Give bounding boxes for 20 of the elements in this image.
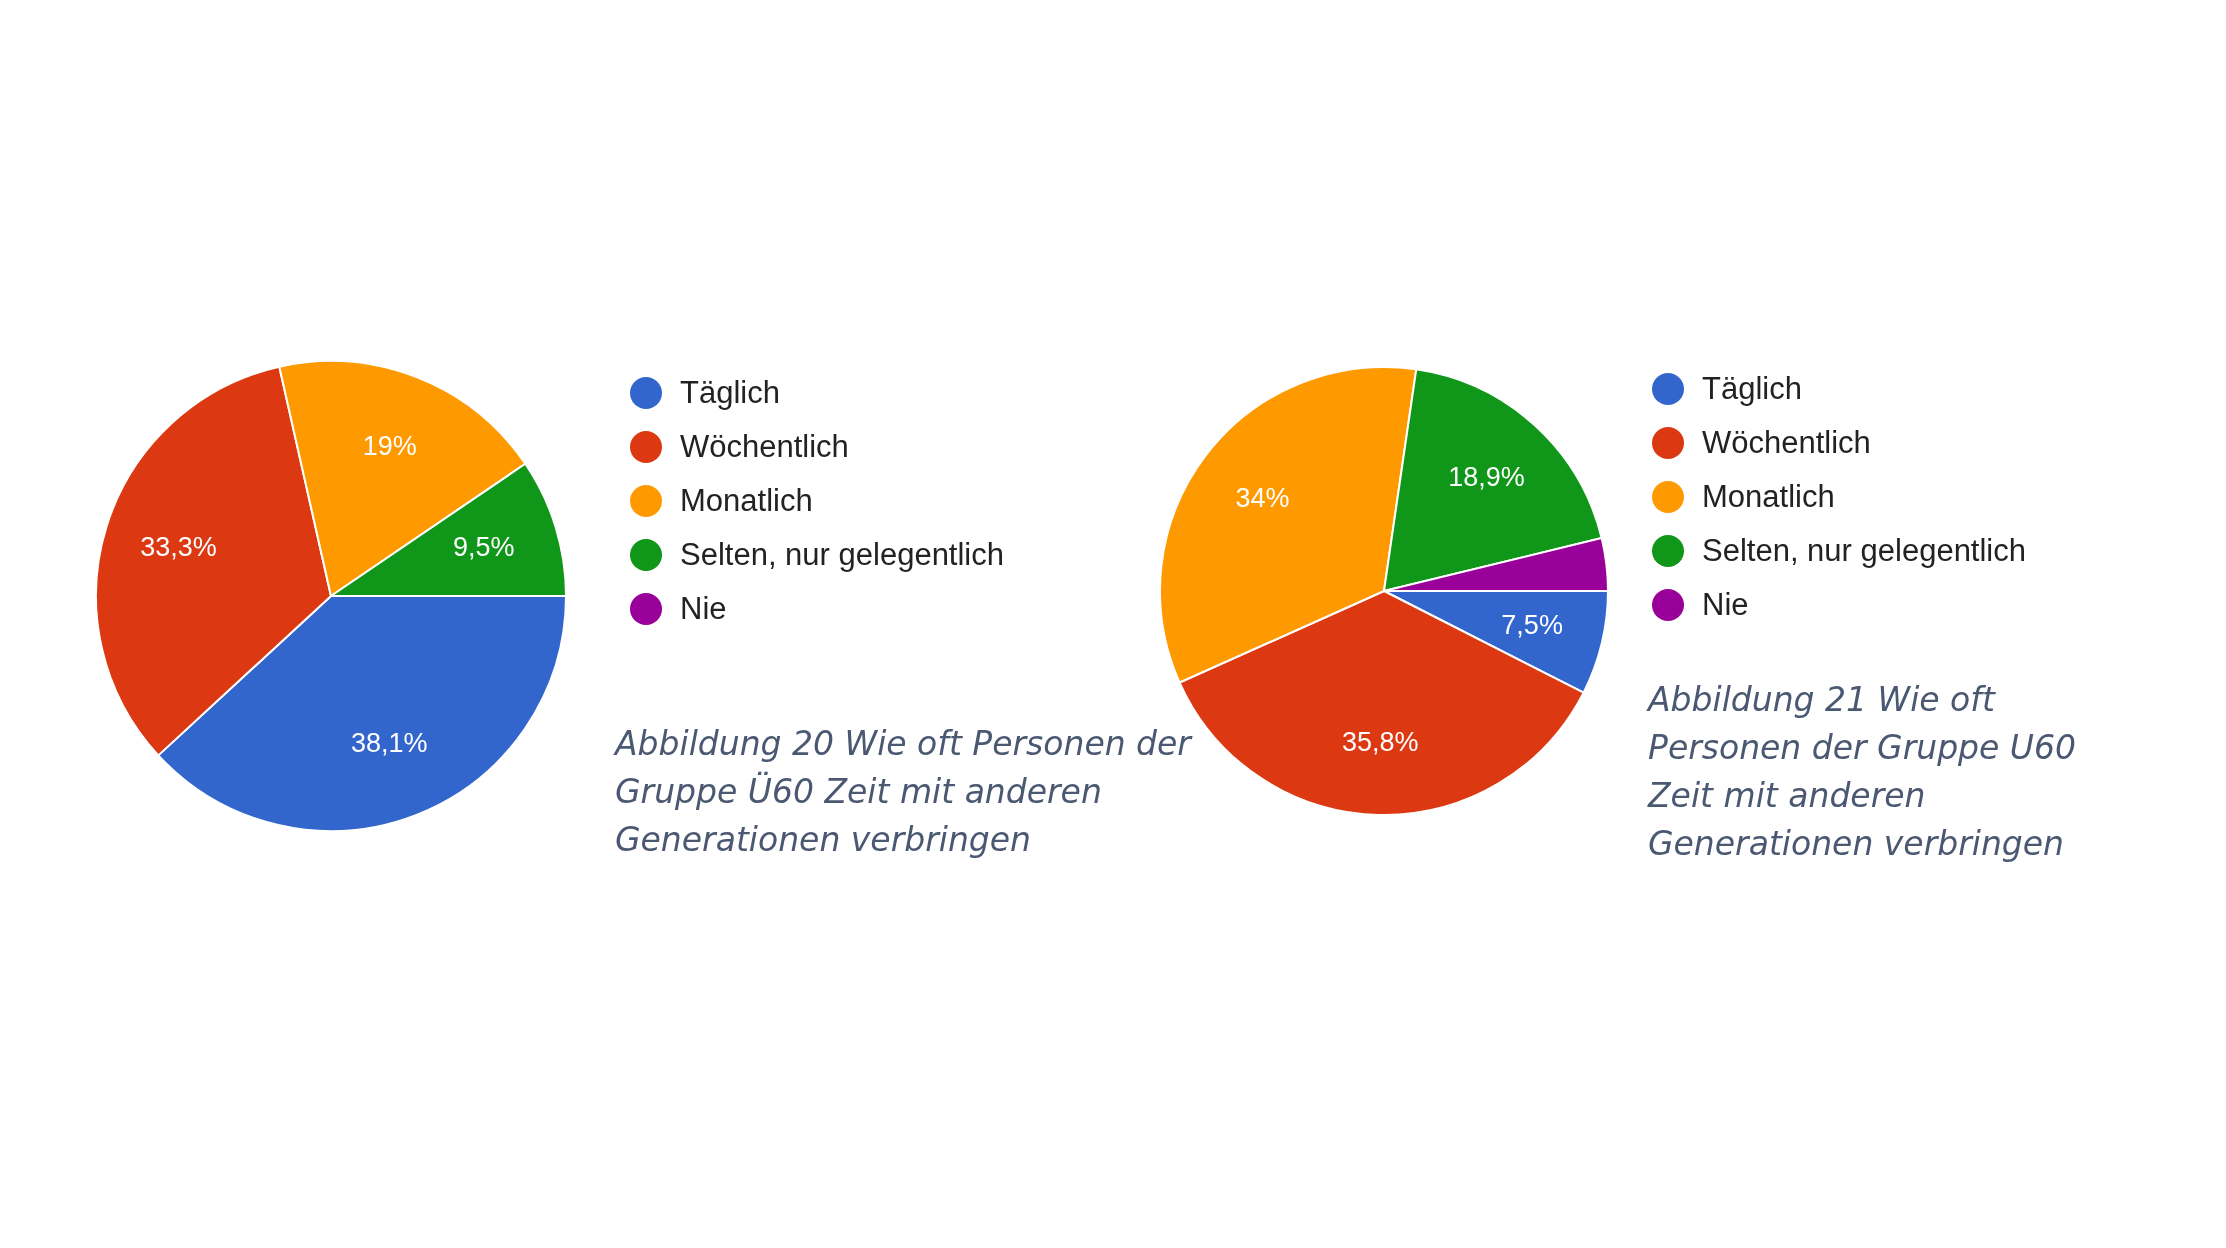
data-label: 9,5%	[452, 532, 515, 563]
text: Abbildung 21 Wie oft Personen der Gruppe U60 Zeit mit anderen Generationen verbringen	[1648, 679, 2077, 865]
legend-label: Täglich	[1702, 371, 1802, 407]
legend-label: Nie	[1702, 587, 1749, 623]
data-label: 7,5%	[1501, 610, 1563, 641]
data-label: 19%	[362, 430, 417, 461]
data-label: 38,1%	[350, 728, 428, 759]
legend-label: Monatlich	[680, 483, 813, 519]
legend-label: Nie	[680, 591, 727, 627]
legend-label: Selten, nur gelegentlich	[680, 537, 1005, 573]
legend-label: Wöchentlich	[680, 429, 849, 465]
legend-label: Selten, nur gelegentlich	[1702, 533, 2027, 569]
legend-label: Wöchentlich	[1702, 425, 1871, 461]
data-label: 35,8%	[1341, 726, 1419, 757]
legend-label: Monatlich	[1702, 479, 1835, 515]
data-label: 33,3%	[140, 531, 217, 562]
data-label: 34%	[1235, 482, 1290, 513]
text: Abbildung 20 Wie oft Personen der Gruppe Ü60 Zeit mit anderen Generationen verbringen	[615, 723, 1194, 861]
legend-label: Täglich	[680, 375, 780, 411]
data-label: 18,9%	[1448, 461, 1525, 492]
